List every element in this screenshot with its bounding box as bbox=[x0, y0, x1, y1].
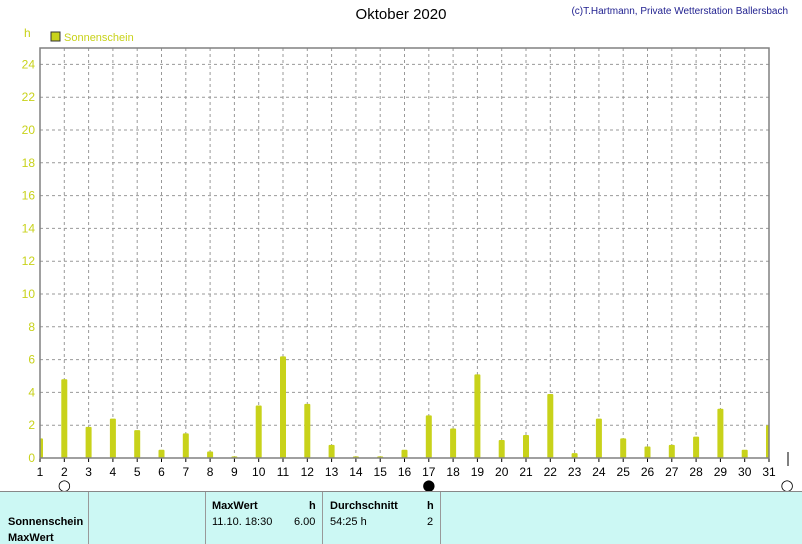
x-tick-label: 31 bbox=[762, 465, 776, 479]
footer-avg-count: 2 bbox=[427, 516, 434, 528]
y-tick-label: 10 bbox=[22, 287, 36, 301]
y-tick-label: 6 bbox=[28, 353, 35, 367]
chart-title: Oktober 2020 bbox=[355, 6, 447, 23]
bar-day-23 bbox=[571, 453, 578, 458]
plot-frame bbox=[39, 47, 770, 459]
footer-label-column: Sonnenschein MaxWert bbox=[0, 492, 89, 544]
bar-day-30 bbox=[741, 449, 748, 458]
x-tick-label: 9 bbox=[231, 465, 238, 479]
x-tick-label: 16 bbox=[398, 465, 412, 479]
bar-day-13 bbox=[328, 444, 335, 458]
x-tick-label: 25 bbox=[617, 465, 631, 479]
y-axis-unit: h bbox=[24, 26, 31, 40]
footer-avg-header: Durchschnitt bbox=[330, 500, 398, 512]
x-tick-label: 1 bbox=[37, 465, 44, 479]
x-tick-label: 30 bbox=[738, 465, 752, 479]
footer-row-label-max: MaxWert bbox=[8, 532, 54, 544]
bar-day-28 bbox=[693, 436, 700, 458]
bar-day-27 bbox=[668, 444, 675, 458]
bar-day-12 bbox=[304, 403, 311, 458]
footer-max-time: 11.10. 18:30 bbox=[212, 516, 273, 528]
x-tick-label: 17 bbox=[422, 465, 436, 479]
y-tick-label: 20 bbox=[22, 123, 36, 137]
bar-day-26 bbox=[644, 446, 651, 458]
x-tick-label: 10 bbox=[252, 465, 266, 479]
bar-day-24 bbox=[595, 418, 602, 458]
y-tick-label: 2 bbox=[28, 418, 35, 432]
bar-day-4 bbox=[109, 418, 116, 458]
bar-day-5 bbox=[134, 430, 141, 458]
bar-day-10 bbox=[255, 405, 262, 458]
bar-day-6 bbox=[158, 449, 165, 458]
x-tick-label: 12 bbox=[301, 465, 315, 479]
x-tick-label: 26 bbox=[641, 465, 655, 479]
moon-phase-icon: ● bbox=[422, 476, 435, 491]
x-tick-label: 27 bbox=[665, 465, 679, 479]
bar-day-7 bbox=[182, 433, 189, 458]
x-tick-label: 8 bbox=[207, 465, 214, 479]
x-tick-label: 22 bbox=[544, 465, 558, 479]
footer-row-label-sunshine: Sonnenschein bbox=[8, 516, 84, 528]
y-tick-label: 12 bbox=[22, 254, 36, 268]
x-tick-label: 24 bbox=[592, 465, 606, 479]
copyright-text: (c)T.Hartmann, Private Wetterstation Bal… bbox=[571, 6, 788, 17]
footer-max-unit: h bbox=[309, 500, 316, 512]
bar-day-29 bbox=[717, 408, 724, 458]
y-tick-label: 22 bbox=[22, 90, 36, 104]
x-tick-label: 15 bbox=[374, 465, 388, 479]
legend-swatch bbox=[50, 31, 61, 42]
x-tick-label: 13 bbox=[325, 465, 339, 479]
bar-day-17 bbox=[425, 415, 432, 458]
x-tick-label: 20 bbox=[495, 465, 509, 479]
footer-max-header: MaxWert bbox=[212, 500, 258, 512]
y-tick-label: 0 bbox=[28, 451, 35, 465]
x-tick-label: 21 bbox=[519, 465, 533, 479]
footer-max-value: 6.00 bbox=[294, 516, 316, 528]
x-tick-label: 6 bbox=[158, 465, 165, 479]
bar-day-16 bbox=[401, 449, 408, 458]
y-tick-label: 16 bbox=[22, 189, 36, 203]
bar-day-19 bbox=[474, 374, 481, 458]
x-tick-label: 28 bbox=[689, 465, 703, 479]
moon-phase-icon: ○ bbox=[780, 476, 793, 491]
bar-day-8 bbox=[207, 451, 214, 458]
x-tick-label: 4 bbox=[110, 465, 117, 479]
x-tick-label: 3 bbox=[85, 465, 92, 479]
footer-empty-column bbox=[88, 492, 206, 544]
y-tick-label: 24 bbox=[22, 57, 36, 71]
bar-day-3 bbox=[85, 426, 92, 458]
moon-phase-icon: ○ bbox=[58, 476, 71, 491]
footer-max-column: MaxWert h 11.10. 18:30 6.00 bbox=[205, 492, 323, 544]
summary-footer: Sonnenschein MaxWert MaxWert h 11.10. 18… bbox=[0, 491, 802, 544]
x-tick-label: 23 bbox=[568, 465, 582, 479]
footer-avg-unit: h bbox=[427, 500, 434, 512]
x-tick-label: 14 bbox=[349, 465, 363, 479]
y-tick-label: 14 bbox=[22, 221, 36, 235]
x-tick-label: 19 bbox=[471, 465, 485, 479]
footer-avg-column: Durchschnitt h 54:25 h 2 bbox=[322, 492, 441, 544]
x-tick-label: 29 bbox=[714, 465, 728, 479]
bar-day-18 bbox=[450, 428, 457, 458]
x-tick-label: 18 bbox=[446, 465, 460, 479]
x-tick-label: 2 bbox=[61, 465, 68, 479]
bar-day-11 bbox=[280, 356, 286, 458]
y-tick-label: 18 bbox=[22, 156, 36, 170]
x-tick-label: 7 bbox=[182, 465, 189, 479]
y-tick-label: 4 bbox=[28, 385, 35, 399]
bar-day-21 bbox=[523, 435, 529, 458]
bar-day-2 bbox=[61, 379, 68, 458]
bar-day-20 bbox=[498, 439, 505, 458]
bar-day-22 bbox=[547, 394, 554, 458]
x-tick-label: 5 bbox=[134, 465, 141, 479]
y-tick-label: 8 bbox=[28, 320, 35, 334]
bar-day-25 bbox=[620, 438, 627, 458]
footer-avg-value: 54:25 h bbox=[330, 516, 367, 528]
x-tick-label: 11 bbox=[277, 465, 290, 479]
legend-label: Sonnenschein bbox=[64, 32, 134, 44]
